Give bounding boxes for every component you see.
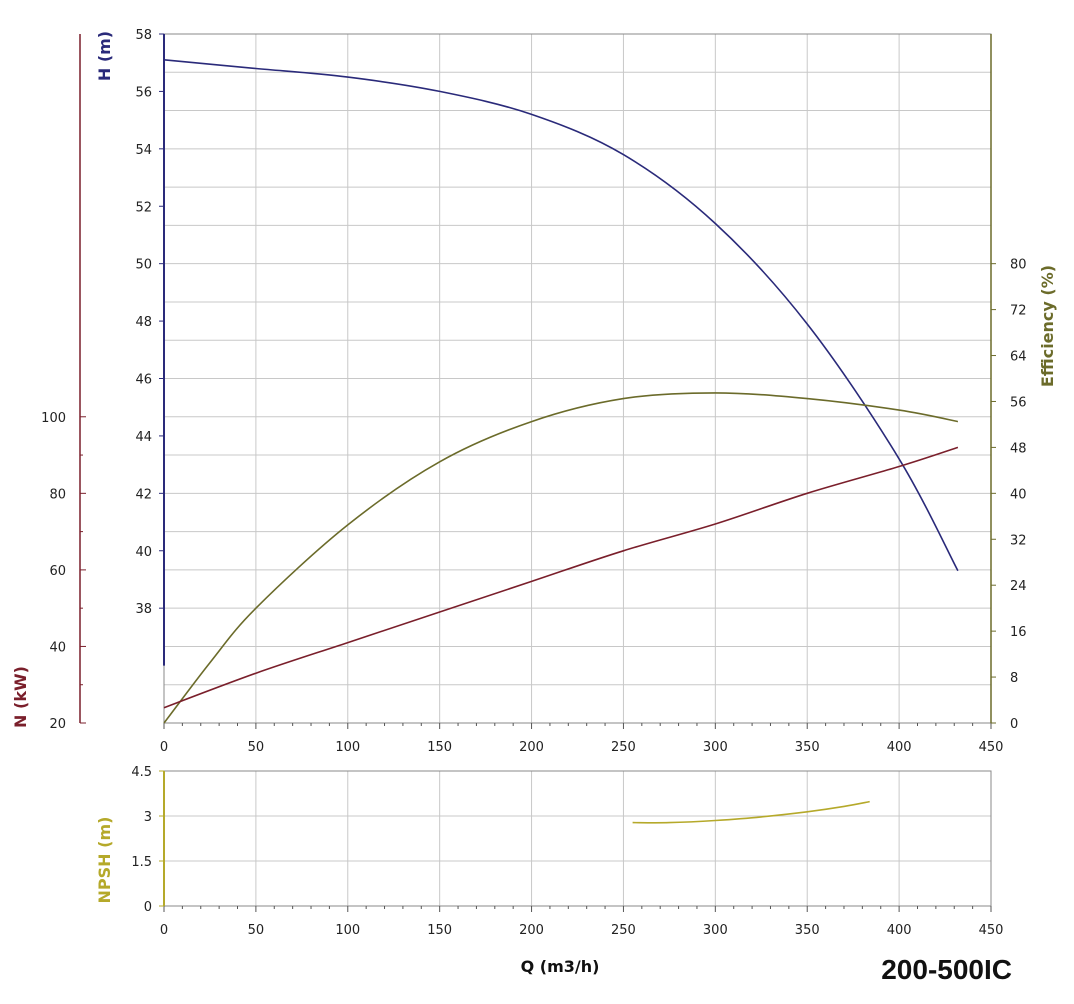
x-tick-label-npsh: 450 (979, 923, 1004, 938)
x-tick-label-main: 150 (427, 740, 452, 755)
efficiency-tick-label: 64 (1010, 350, 1027, 365)
power-tick-label: 40 (49, 640, 66, 655)
efficiency-axis-title: Efficiency (%) (1038, 265, 1057, 387)
efficiency-tick-label: 0 (1010, 717, 1018, 732)
head-tick-label: 46 (135, 373, 152, 388)
x-tick-label-npsh: 150 (427, 923, 452, 938)
npsh-axis-title: NPSH (m) (95, 817, 114, 904)
x-tick-label-main: 350 (795, 740, 820, 755)
power-tick-label: 60 (49, 564, 66, 579)
power-curve (163, 446, 959, 709)
efficiency-tick-label: 16 (1010, 625, 1027, 640)
x-tick-label-main: 200 (519, 740, 544, 755)
main-grid (163, 33, 992, 724)
x-tick-label-main: 300 (703, 740, 728, 755)
x-tick-label-npsh: 200 (519, 923, 544, 938)
efficiency-tick-label: 40 (1010, 487, 1027, 502)
power-axis-title: N (kW) (11, 666, 30, 728)
head-curve (163, 59, 959, 572)
head-tick-label: 54 (135, 143, 152, 158)
x-tick-label-main: 50 (248, 740, 265, 755)
x-tick-label-npsh: 250 (611, 923, 636, 938)
x-tick-label-main: 100 (335, 740, 360, 755)
head-axis-title: H (m) (95, 31, 114, 81)
efficiency-tick-label: 24 (1010, 579, 1027, 594)
npsh-curve (632, 800, 870, 824)
head-tick-label: 52 (135, 200, 152, 215)
x-tick-label-npsh: 50 (248, 923, 265, 938)
efficiency-tick-label: 8 (1010, 671, 1018, 686)
efficiency-tick-label: 72 (1010, 304, 1027, 319)
head-tick-label: 50 (135, 258, 152, 273)
npsh-grid (163, 770, 992, 907)
x-tick-label-npsh: 350 (795, 923, 820, 938)
npsh-plot-frame (163, 770, 992, 907)
head-tick-label: 40 (135, 545, 152, 560)
head-tick-label: 42 (135, 487, 152, 502)
power-tick-label: 20 (49, 717, 66, 732)
npsh-tick-label: 4.5 (131, 765, 152, 780)
efficiency-tick-label: 32 (1010, 533, 1027, 548)
npsh-tick-label: 3 (144, 810, 152, 825)
x-tick-label-main: 450 (979, 740, 1004, 755)
x-tick-label-main: 0 (160, 740, 168, 755)
power-tick-label: 100 (41, 411, 66, 426)
npsh-tick-label: 0 (144, 900, 152, 915)
x-tick-label-npsh: 300 (703, 923, 728, 938)
model-label: 200-500IC (881, 954, 1012, 985)
head-tick-label: 58 (135, 28, 152, 43)
flow-axis-title: Q (m3/h) (521, 957, 600, 976)
x-tick-label-npsh: 100 (335, 923, 360, 938)
npsh-tick-label: 1.5 (131, 855, 152, 870)
power-tick-label: 80 (49, 487, 66, 502)
efficiency-tick-label: 48 (1010, 441, 1027, 456)
x-tick-label-main: 400 (887, 740, 912, 755)
efficiency-curve (163, 392, 959, 724)
head-tick-label: 48 (135, 315, 152, 330)
head-tick-label: 38 (135, 602, 152, 617)
head-tick-label: 44 (135, 430, 152, 445)
efficiency-tick-label: 80 (1010, 258, 1027, 273)
x-tick-label-main: 250 (611, 740, 636, 755)
x-tick-label-npsh: 400 (887, 923, 912, 938)
efficiency-tick-label: 56 (1010, 395, 1027, 410)
x-tick-label-npsh: 0 (160, 923, 168, 938)
head-tick-label: 56 (135, 85, 152, 100)
